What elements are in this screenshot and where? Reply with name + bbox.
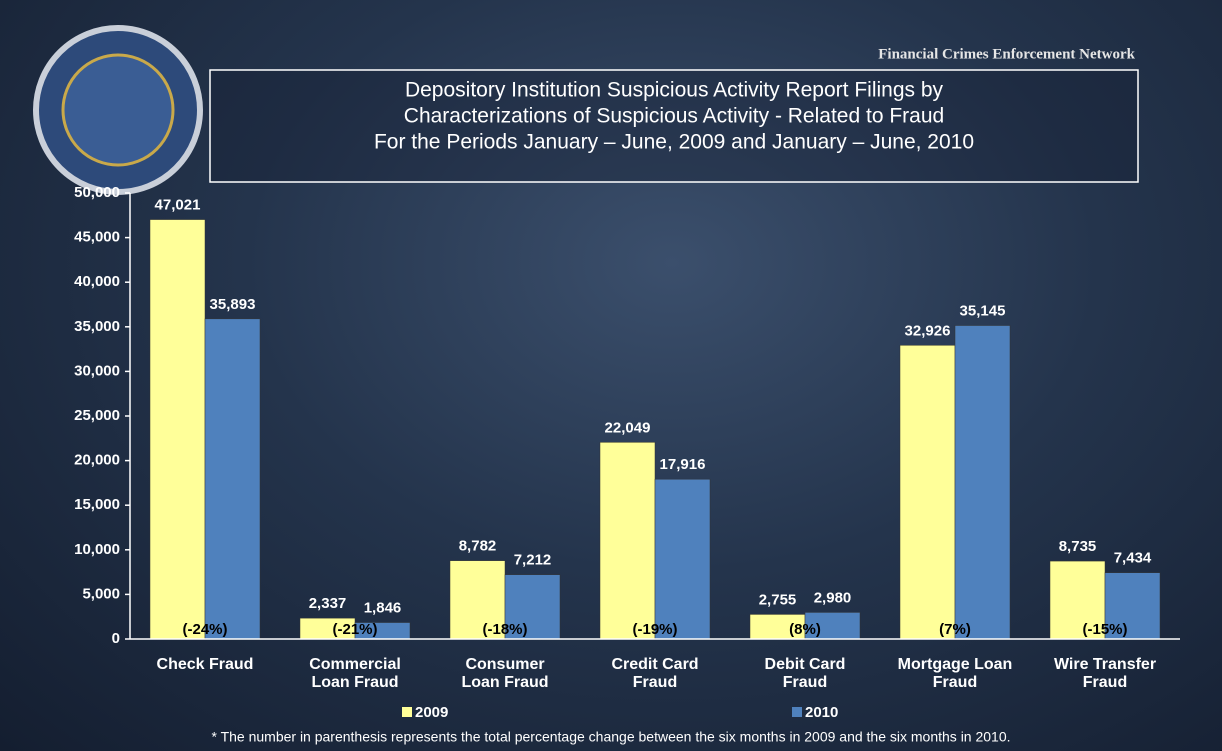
change-label: (8%) bbox=[789, 621, 821, 638]
bar bbox=[655, 479, 710, 639]
x-tick-label: Debit Card Fraud bbox=[730, 656, 880, 692]
change-label: (7%) bbox=[939, 621, 971, 638]
footnote: * The number in parenthesis represents t… bbox=[211, 729, 1010, 745]
y-tick-label: 35,000 bbox=[74, 318, 120, 335]
y-tick-label: 20,000 bbox=[74, 452, 120, 469]
y-tick-label: 5,000 bbox=[82, 585, 120, 602]
value-label: 1,846 bbox=[364, 600, 402, 617]
y-tick-label: 40,000 bbox=[74, 273, 120, 290]
value-label: 2,337 bbox=[309, 595, 347, 612]
y-tick-label: 15,000 bbox=[74, 496, 120, 513]
x-tick-label: Check Fraud bbox=[130, 656, 280, 674]
value-label: 8,782 bbox=[459, 538, 497, 555]
value-label: 17,916 bbox=[660, 456, 706, 473]
value-label: 22,049 bbox=[605, 419, 651, 436]
y-tick-label: 0 bbox=[112, 630, 120, 647]
title: For the Periods January – June, 2009 and… bbox=[374, 131, 974, 154]
legend-swatch bbox=[792, 707, 802, 717]
change-label: (-19%) bbox=[632, 621, 677, 638]
chart: Financial Crimes Enforcement Network Dep… bbox=[0, 0, 1222, 751]
value-label: 35,145 bbox=[960, 302, 1006, 319]
legend-swatch bbox=[402, 707, 412, 717]
legend-label: 2009 bbox=[415, 704, 448, 721]
title: Characterizations of Suspicious Activity… bbox=[404, 105, 944, 128]
value-label: 7,434 bbox=[1114, 550, 1152, 567]
change-label: (-18%) bbox=[482, 621, 527, 638]
y-tick-label: 50,000 bbox=[74, 184, 120, 201]
bar bbox=[600, 442, 655, 639]
bar bbox=[955, 326, 1010, 639]
value-label: 47,021 bbox=[155, 197, 201, 214]
x-tick-label: Consumer Loan Fraud bbox=[430, 656, 580, 692]
title: Depository Institution Suspicious Activi… bbox=[405, 79, 944, 102]
value-label: 2,755 bbox=[759, 591, 797, 608]
legend-label: 2010 bbox=[805, 704, 838, 721]
x-tick-label: Credit Card Fraud bbox=[580, 656, 730, 692]
header: Financial Crimes Enforcement Network bbox=[878, 46, 1135, 62]
x-tick-label: Commercial Loan Fraud bbox=[280, 656, 430, 692]
x-tick-label: Wire Transfer Fraud bbox=[1030, 656, 1180, 692]
seal-inner bbox=[63, 55, 173, 165]
value-label: 8,735 bbox=[1059, 538, 1097, 555]
value-label: 7,212 bbox=[514, 552, 552, 569]
y-tick-label: 10,000 bbox=[74, 541, 120, 558]
value-label: 35,893 bbox=[210, 296, 256, 313]
bar bbox=[150, 220, 205, 639]
bar bbox=[205, 319, 260, 639]
change-label: (-21%) bbox=[332, 621, 377, 638]
y-tick-label: 30,000 bbox=[74, 362, 120, 379]
y-tick-label: 25,000 bbox=[74, 407, 120, 424]
x-tick-label: Mortgage Loan Fraud bbox=[880, 656, 1030, 692]
bar bbox=[900, 345, 955, 639]
change-label: (-24%) bbox=[182, 621, 227, 638]
y-tick-label: 45,000 bbox=[74, 229, 120, 246]
change-label: (-15%) bbox=[1082, 621, 1127, 638]
page: Financial Crimes Enforcement Network Dep… bbox=[0, 0, 1222, 751]
value-label: 2,980 bbox=[814, 589, 852, 606]
value-label: 32,926 bbox=[905, 322, 951, 339]
